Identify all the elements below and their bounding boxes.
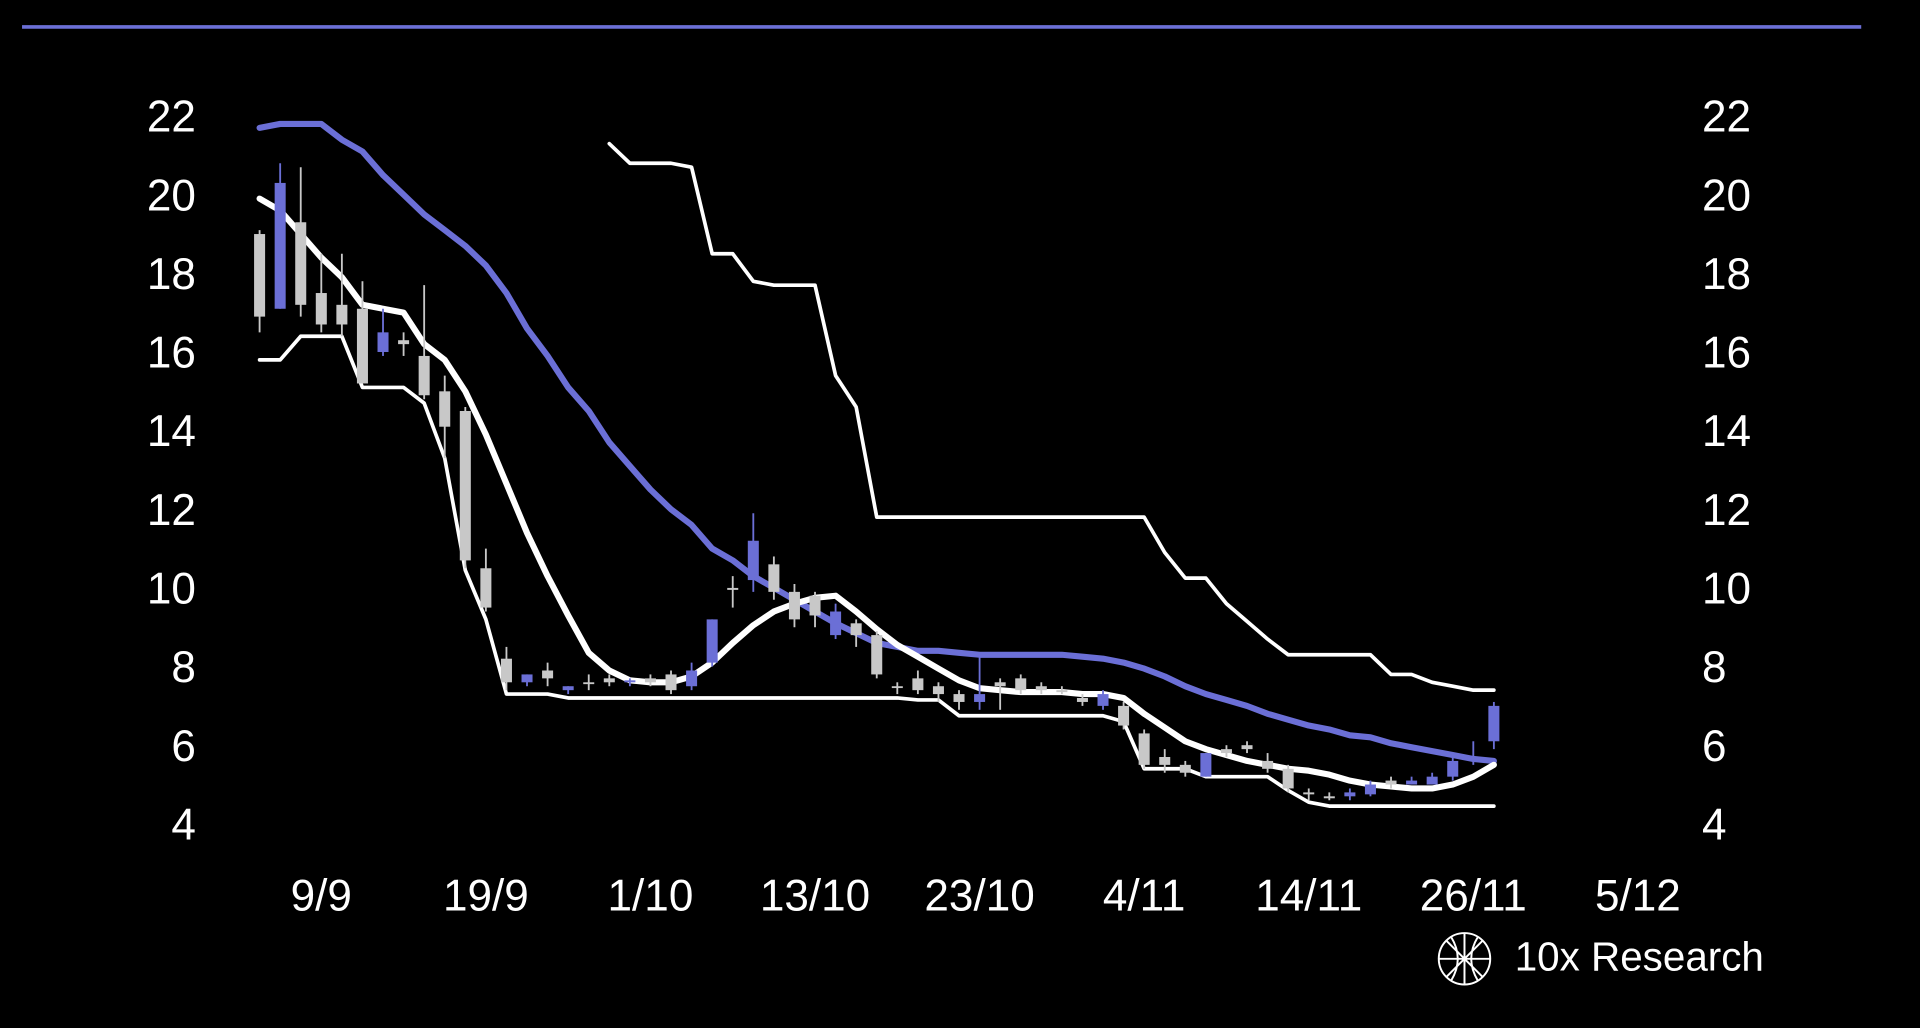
x-tick-label: 4/11 <box>1103 871 1186 920</box>
y-tick-label: 10 <box>147 564 196 613</box>
candle-body <box>336 304 348 325</box>
candle-body <box>356 308 368 384</box>
y2-tick-label: 20 <box>1702 171 1751 220</box>
candle-body <box>830 611 842 636</box>
candle-body <box>459 410 471 561</box>
candle-body <box>644 678 656 683</box>
candle-body <box>891 686 903 689</box>
candle-body <box>932 686 944 695</box>
y-tick-label: 6 <box>171 722 196 771</box>
y2-tick-label: 8 <box>1702 643 1727 692</box>
y2-tick-label: 14 <box>1702 407 1751 456</box>
candle-body <box>521 674 533 683</box>
candle-body <box>1179 764 1191 773</box>
y2-tick-label: 12 <box>1702 486 1751 535</box>
plot: 4 6 8 10 12 14 16 18 20 22 4 6 8 10 12 14 16 18 20 22 9/9 19/… <box>147 93 1751 921</box>
x-tick-label: 14/11 <box>1255 871 1362 920</box>
y-tick-label: 4 <box>171 800 196 849</box>
candle-body <box>315 293 327 325</box>
candle-body <box>747 540 759 581</box>
candle-body <box>1200 753 1212 777</box>
candle-body <box>665 674 677 691</box>
y-tick-label: 20 <box>147 171 196 220</box>
candle-body <box>295 222 307 305</box>
y2-tick-label: 10 <box>1702 564 1751 613</box>
candle-body <box>583 682 595 685</box>
candle-body <box>1097 694 1109 706</box>
y-tick-label: 22 <box>147 93 196 142</box>
watermark: 10x Research <box>1515 934 1764 980</box>
candle-body <box>439 391 451 427</box>
candle-body <box>1220 749 1232 754</box>
candle-body <box>1138 733 1150 765</box>
candle-body <box>912 678 924 691</box>
candle-body <box>1426 776 1438 785</box>
candle-body <box>603 678 615 683</box>
candle-body <box>1344 792 1356 797</box>
y-tick-label: 12 <box>147 486 196 535</box>
x-tick-label: 19/9 <box>443 871 529 920</box>
candle-body <box>686 670 698 687</box>
candle-body <box>542 670 554 679</box>
line-series <box>607 141 1496 692</box>
candle-body <box>1241 745 1253 750</box>
candle-body <box>1385 780 1397 785</box>
candle-body <box>788 591 800 620</box>
candle-body <box>274 182 286 309</box>
x-tick-label: 23/10 <box>924 871 1034 920</box>
candle-body <box>562 686 574 691</box>
candle-body <box>480 568 492 608</box>
candle-body <box>1488 705 1500 742</box>
candle-body <box>953 694 965 702</box>
candle-body <box>706 619 718 663</box>
candle-body <box>974 694 986 702</box>
candle-body <box>500 658 512 683</box>
y-tick-label: 8 <box>171 643 196 692</box>
logo-icon <box>1437 932 1492 986</box>
candle-body <box>398 340 410 345</box>
x-tick-label: 9/9 <box>291 871 352 920</box>
candle-body <box>1467 757 1479 761</box>
candle-body <box>377 332 389 353</box>
candle-body <box>1118 705 1130 726</box>
candle-body <box>418 355 430 396</box>
y-tick-label: 18 <box>147 250 196 299</box>
y2-tick-label: 22 <box>1702 93 1751 142</box>
y-tick-label: 14 <box>147 407 196 456</box>
y2-tick-label: 16 <box>1702 329 1751 378</box>
candle-body <box>1447 760 1459 777</box>
x-tick-label: 13/10 <box>760 871 870 920</box>
y2-tick-label: 6 <box>1702 722 1727 771</box>
candle-body <box>850 623 862 636</box>
candle-body <box>1262 760 1274 769</box>
candle-body <box>1303 792 1315 795</box>
candle-body <box>1056 690 1068 693</box>
candle-body <box>809 595 821 616</box>
candle-body <box>1323 796 1335 799</box>
x-tick-label: 1/10 <box>608 871 694 920</box>
candle-body <box>624 680 636 683</box>
candle-body <box>1076 698 1088 702</box>
candle-body <box>254 234 266 317</box>
candle-body <box>1035 686 1047 691</box>
candle-body <box>1406 780 1418 785</box>
candle-body <box>768 564 780 592</box>
x-tick-label: 5/12 <box>1595 871 1681 920</box>
candle-body <box>1159 757 1171 765</box>
y2-tick-label: 18 <box>1702 250 1751 299</box>
y-tick-label: 16 <box>147 329 196 378</box>
candle-body <box>1282 768 1294 789</box>
candle-body <box>871 635 883 675</box>
candle-body <box>1015 678 1027 691</box>
candle-body <box>727 587 739 590</box>
y2-tick-label: 4 <box>1702 800 1727 849</box>
candle-body <box>994 682 1006 687</box>
x-tick-label: 26/11 <box>1420 871 1527 920</box>
candle-body <box>1364 784 1376 795</box>
